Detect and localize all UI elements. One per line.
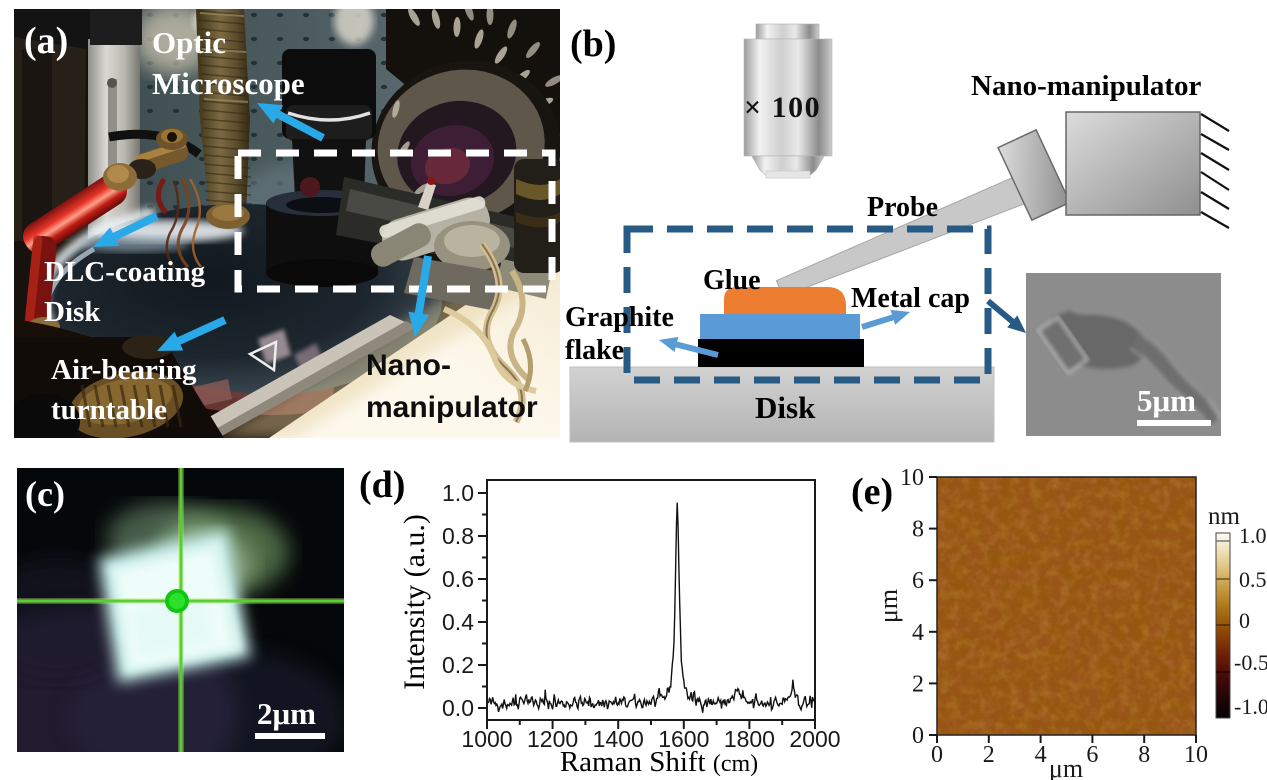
svg-text:5μm: 5μm: [1137, 383, 1196, 418]
svg-text:Metal cap: Metal cap: [851, 283, 970, 314]
svg-text:manipulator: manipulator: [366, 391, 538, 424]
svg-text:10: 10: [1184, 742, 1208, 768]
svg-text:Intensity (a.u.): Intensity (a.u.): [398, 514, 431, 690]
svg-text:(d): (d): [359, 464, 405, 506]
svg-text:0.5: 0.5: [1239, 567, 1267, 592]
svg-text:DLC-coating: DLC-coating: [44, 256, 206, 288]
svg-text:0.2: 0.2: [442, 652, 474, 678]
svg-text:6: 6: [1086, 742, 1098, 768]
svg-text:Graphite: Graphite: [565, 302, 674, 333]
svg-text:Raman Shift (cm): Raman Shift (cm): [560, 746, 758, 778]
svg-text:Air-bearing: Air-bearing: [51, 354, 197, 386]
svg-text:1000: 1000: [461, 726, 512, 752]
svg-text:0: 0: [912, 723, 924, 749]
svg-text:0.6: 0.6: [442, 566, 474, 592]
svg-text:Nano-: Nano-: [366, 349, 451, 382]
svg-text:μm: μm: [1049, 754, 1083, 780]
svg-text:0.8: 0.8: [442, 523, 474, 549]
svg-text:10: 10: [900, 465, 924, 491]
svg-text:2μm: 2μm: [257, 696, 316, 731]
svg-text:flake: flake: [565, 335, 624, 366]
svg-text:2: 2: [912, 671, 924, 697]
svg-text:8: 8: [912, 517, 924, 543]
svg-text:Optic: Optic: [152, 25, 226, 60]
svg-text:Glue: Glue: [703, 265, 761, 296]
svg-text:Disk: Disk: [44, 296, 101, 328]
svg-text:1.0: 1.0: [442, 480, 474, 506]
svg-text:-0.5: -0.5: [1234, 650, 1267, 675]
svg-text:0.0: 0.0: [442, 695, 474, 721]
svg-text:1600: 1600: [658, 726, 709, 752]
svg-text:4: 4: [1035, 742, 1047, 768]
svg-text:(e): (e): [851, 471, 893, 513]
svg-text:8: 8: [1138, 742, 1150, 768]
svg-text:× 100: × 100: [744, 91, 821, 124]
svg-text:0: 0: [1239, 608, 1250, 633]
svg-text:1200: 1200: [527, 726, 578, 752]
svg-text:1400: 1400: [593, 726, 644, 752]
svg-text:(c): (c): [25, 474, 65, 514]
svg-text:Disk: Disk: [755, 390, 816, 425]
svg-text:0.4: 0.4: [442, 609, 474, 635]
svg-text:2000: 2000: [789, 726, 840, 752]
svg-text:Nano-manipulator: Nano-manipulator: [971, 70, 1202, 102]
svg-text:(a): (a): [24, 20, 68, 62]
svg-text:(b): (b): [570, 23, 616, 65]
svg-text:-1.0: -1.0: [1234, 694, 1267, 719]
svg-text:0: 0: [931, 742, 943, 768]
svg-text:μm: μm: [874, 589, 903, 623]
svg-text:turntable: turntable: [51, 394, 167, 426]
svg-text:Probe: Probe: [867, 192, 938, 223]
svg-text:6: 6: [912, 568, 924, 594]
svg-text:2: 2: [983, 742, 995, 768]
svg-text:1.0: 1.0: [1239, 523, 1267, 548]
svg-text:4: 4: [912, 620, 924, 646]
svg-text:nm: nm: [1208, 503, 1241, 530]
svg-text:1800: 1800: [724, 726, 775, 752]
svg-text:Microscope: Microscope: [152, 66, 305, 101]
